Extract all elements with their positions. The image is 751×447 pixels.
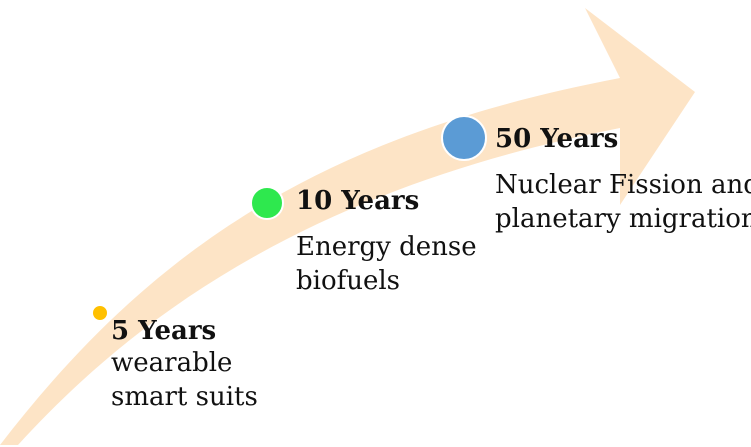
milestone-50-year: 50 Years bbox=[495, 124, 619, 154]
curved-arrow-shape bbox=[0, 8, 695, 445]
milestone-10-desc-line2: biofuels bbox=[296, 266, 401, 296]
milestone-5-year: 5 Years bbox=[111, 316, 217, 346]
milestone-50-dot bbox=[441, 115, 487, 161]
milestone-50-desc-line2: planetary migration bbox=[495, 204, 751, 234]
milestone-10-dot bbox=[250, 186, 284, 220]
milestone-50-desc-line1: Nuclear Fission and bbox=[495, 170, 751, 200]
milestone-5-desc-line2: smart suits bbox=[111, 382, 258, 412]
milestone-10-desc-line1: Energy dense bbox=[296, 232, 477, 262]
milestone-10-year: 10 Years bbox=[296, 186, 420, 216]
milestone-5-dot bbox=[91, 304, 109, 322]
milestone-5-desc-line1: wearable bbox=[111, 348, 233, 378]
